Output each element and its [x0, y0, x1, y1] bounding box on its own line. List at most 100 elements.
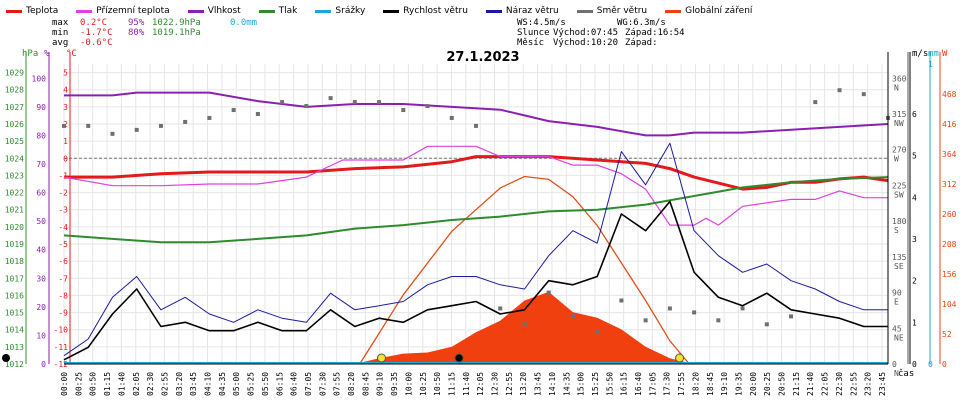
wind-direction-point: [861, 92, 866, 97]
radiation-tick-label: 52: [942, 330, 952, 339]
wind-direction-point: [134, 127, 139, 132]
x-tick-label: 05:50: [261, 372, 270, 396]
wind-tick-label: 5: [912, 152, 917, 161]
x-tick-label: 10:50: [433, 372, 442, 396]
temperature-tick-label: 4: [63, 86, 68, 95]
stat-max-label: max: [52, 18, 69, 28]
x-tick-label: 20:00: [749, 372, 758, 396]
x-tick-label: 01:15: [103, 372, 112, 396]
clear-sky-curve: [359, 175, 690, 365]
pressure-tick-label: 1024: [5, 154, 24, 163]
wind-direction-point: [86, 123, 91, 128]
pressure-tick-label: 1025: [5, 137, 24, 146]
series-line: [64, 91, 889, 137]
wind-direction-point: [304, 104, 309, 109]
temperature-tick-label: 5: [63, 69, 68, 78]
radiation-area: [64, 291, 888, 364]
radiation-tick-label: 416: [942, 120, 957, 129]
wind-direction-point: [401, 108, 406, 113]
temperature-tick-label: -3: [58, 206, 68, 215]
wind-direction-point: [207, 115, 212, 120]
humidity-tick-label: 30: [36, 274, 46, 283]
pressure-tick-label: 1029: [5, 69, 24, 78]
info-moonset: Západ:: [625, 38, 658, 48]
x-tick-label: 05:00: [232, 372, 241, 396]
direction-tick-label: 90: [892, 289, 902, 298]
x-tick-label: 15:00: [577, 372, 586, 396]
wind-direction-point: [764, 322, 769, 327]
humidity-tick-label: 50: [36, 217, 46, 226]
wind-direction-point: [62, 123, 66, 128]
x-tick-label: 23:20: [864, 372, 873, 396]
x-tick-label: 21:40: [806, 372, 815, 396]
temperature-tick-label: -11: [54, 343, 69, 352]
direction-direction-label: NW: [894, 119, 904, 128]
legend-item: Globální záření: [665, 4, 752, 18]
legend-item: Rychlost větru: [383, 4, 468, 18]
x-tick-label: 06:40: [290, 372, 299, 396]
temperature-tick-label: -7: [58, 274, 68, 283]
wind-direction-point: [449, 115, 454, 120]
legend-label: Náraz větru: [505, 6, 559, 16]
radiation-tick-label: 468: [942, 90, 957, 99]
temperature-tick-label: -9: [58, 309, 68, 318]
wind-direction-point: [328, 96, 333, 101]
radiation-tick-label: 0: [942, 360, 947, 369]
info-wg: WG:6.3m/s: [617, 18, 666, 28]
wind-direction-point: [716, 318, 721, 323]
legend-swatch: [576, 9, 593, 13]
x-tick-label: 17:30: [663, 372, 672, 396]
x-tick-label: 12:55: [505, 372, 514, 396]
x-tick-label: 10:00: [404, 372, 413, 396]
pressure-tick-label: 1019: [5, 240, 24, 249]
x-tick-label: 22:30: [835, 372, 844, 396]
x-axis-unit-label: čas: [898, 368, 914, 379]
x-tick-label: 04:35: [218, 372, 227, 396]
direction-direction-label: N: [894, 83, 899, 92]
x-tick-label: 00:50: [89, 372, 98, 396]
legend-label: Tlak: [278, 6, 298, 16]
pressure-tick-label: 1021: [5, 206, 24, 215]
radiation-tick-label: 104: [942, 300, 957, 309]
wind-direction-point: [183, 119, 188, 124]
wind-direction-point: [425, 104, 430, 109]
wind-direction-point: [595, 330, 600, 335]
stat-max-hum: 95%: [128, 18, 145, 28]
direction-direction-label: S: [894, 226, 899, 235]
temperature-tick-label: -1: [58, 171, 68, 180]
x-tick-label: 22:55: [849, 372, 858, 396]
direction-direction-label: N: [894, 369, 899, 378]
wind-direction-point: [255, 112, 260, 116]
temperature-tick-label: -8: [58, 291, 68, 300]
pressure-tick-label: 1013: [5, 343, 24, 352]
chart-title: 27.1.2023: [446, 50, 520, 65]
legend-swatch: [383, 9, 400, 13]
pressure-tick-label: 1022: [5, 189, 24, 198]
legend-label: Vlhkost: [207, 6, 241, 16]
wind-direction-point: [280, 100, 285, 105]
legend-item: Vlhkost: [187, 4, 241, 18]
wind-direction-point: [352, 100, 357, 105]
x-tick-label: 07:05: [304, 372, 313, 396]
x-tick-label: 14:10: [548, 372, 557, 396]
temperature-tick-label: -4: [58, 223, 68, 232]
info-block: WS:4.5m/s WG:6.3m/s Slunce Východ:07:45 Záp…: [517, 18, 685, 48]
radiation-tick-label: 260: [942, 210, 957, 219]
pressure-axis-title: hPa: [22, 49, 38, 59]
wind-direction-point: [158, 123, 163, 128]
wind-direction-point: [522, 322, 527, 327]
legend-item: Přízemní teplota: [76, 4, 170, 18]
legend-item: Tlak: [258, 4, 298, 18]
moonrise-marker: [454, 353, 464, 363]
info-moonrise: Východ:10:20: [553, 38, 619, 48]
pressure-tick-label: 1028: [5, 86, 24, 95]
pressure-tick-label: 1026: [5, 120, 24, 129]
radiation-tick-label: 208: [942, 240, 957, 249]
stat-max-press: 1022.9hPa: [152, 18, 201, 28]
direction-tick-label: 225: [892, 181, 907, 190]
legend: Teplota Přízemní teplota Vlhkost Tlak Srážky…: [6, 4, 770, 18]
x-tick-label: 17:05: [648, 372, 657, 396]
temperature-tick-label: -2: [58, 189, 68, 198]
wind-axis-title: m/s: [912, 49, 928, 59]
